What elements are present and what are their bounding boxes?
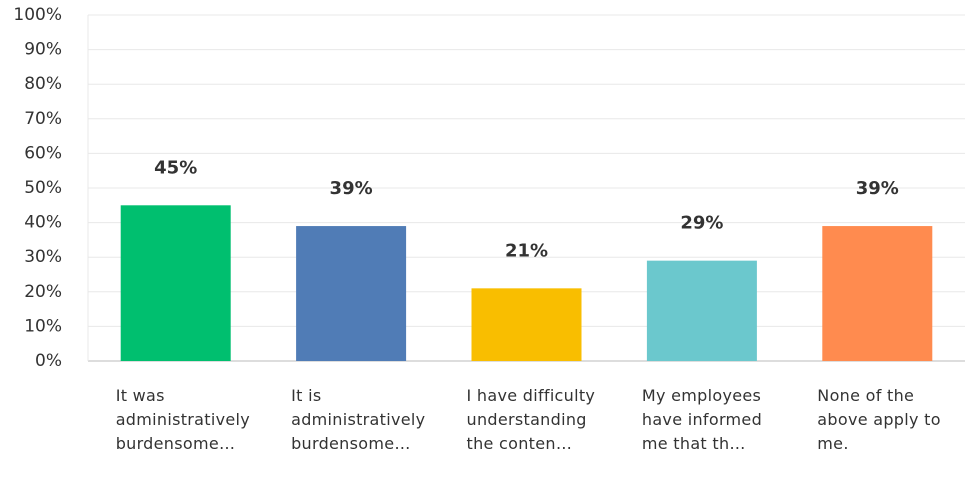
x-tick-label: I have difficulty understanding the cont… — [466, 386, 596, 453]
y-tick-label: 0% — [35, 351, 62, 371]
x-tick-label: None of the above apply to me. — [817, 386, 941, 453]
x-tick-label: It is administratively burdensome… — [291, 386, 426, 453]
bar — [296, 226, 407, 361]
x-tick-label: My employees have informed me that th… — [641, 386, 763, 453]
y-tick-label: 20% — [24, 282, 62, 302]
y-tick-label: 90% — [24, 40, 62, 60]
bar — [822, 226, 933, 361]
value-label: 45% — [154, 157, 197, 178]
y-tick-label: 70% — [24, 109, 62, 129]
bar — [646, 260, 757, 361]
y-tick-label: 50% — [24, 178, 62, 198]
value-label: 21% — [505, 240, 548, 261]
x-tick-label: It was administratively burdensome… — [115, 386, 251, 453]
y-tick-label: 100% — [13, 5, 62, 25]
y-tick-label: 40% — [24, 213, 62, 233]
y-tick-label: 10% — [24, 316, 62, 336]
value-label: 39% — [330, 178, 373, 199]
y-tick-label: 60% — [24, 143, 62, 163]
value-label: 29% — [680, 213, 723, 234]
bar — [120, 205, 231, 361]
value-label: 39% — [856, 178, 899, 199]
y-tick-label: 30% — [24, 247, 62, 267]
bar — [471, 288, 582, 361]
y-tick-label: 80% — [24, 74, 62, 94]
